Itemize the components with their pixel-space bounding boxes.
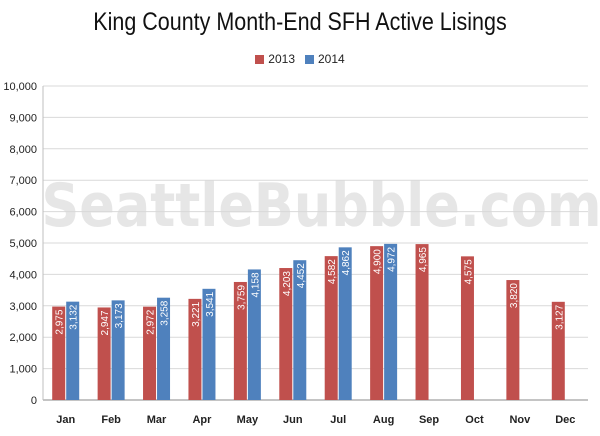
x-tick-label: Jul bbox=[330, 414, 346, 426]
y-tick-label: 7,000 bbox=[9, 175, 37, 187]
bar-2013-dec bbox=[551, 301, 565, 400]
x-tick-label: Jan bbox=[56, 414, 75, 426]
data-label: 4,972 bbox=[387, 246, 398, 271]
data-label: 4,862 bbox=[341, 250, 352, 275]
data-label: 2,972 bbox=[146, 309, 157, 334]
y-tick-label: 1,000 bbox=[9, 364, 37, 376]
watermark: SeattleBubble.com bbox=[42, 171, 600, 241]
x-tick-label: Feb bbox=[101, 414, 121, 426]
bar-2013-oct bbox=[460, 256, 474, 400]
data-label: 4,575 bbox=[463, 259, 474, 284]
x-tick-label: May bbox=[237, 414, 259, 426]
bar-2013-sep bbox=[415, 244, 429, 400]
legend-label-2013: 2013 bbox=[268, 52, 295, 66]
bar-2013-jun bbox=[279, 268, 293, 400]
data-label: 3,173 bbox=[114, 303, 125, 328]
data-label: 3,541 bbox=[205, 291, 216, 316]
x-tick-label: Jun bbox=[283, 414, 303, 426]
legend: 2013 2014 bbox=[0, 52, 600, 66]
bar-2013-jan bbox=[52, 306, 66, 400]
data-label: 4,203 bbox=[282, 271, 293, 296]
bar-2014-jan bbox=[66, 301, 80, 400]
x-tick-label: Mar bbox=[147, 414, 167, 426]
y-tick-label: 9,000 bbox=[9, 112, 37, 124]
bar-2013-apr bbox=[188, 298, 202, 400]
bar-2013-aug bbox=[370, 246, 384, 400]
data-label: 2,975 bbox=[55, 309, 66, 334]
data-label: 4,158 bbox=[250, 272, 261, 297]
bar-2013-mar bbox=[143, 306, 157, 400]
data-label: 4,965 bbox=[418, 247, 429, 272]
bar-2013-may bbox=[233, 281, 247, 400]
x-tick-label: Nov bbox=[509, 414, 531, 426]
y-tick-label: 3,000 bbox=[9, 301, 37, 313]
bar-2013-nov bbox=[506, 280, 520, 400]
y-tick-label: 10,000 bbox=[3, 81, 37, 93]
data-label: 2,947 bbox=[100, 310, 111, 335]
data-label: 4,452 bbox=[296, 263, 307, 288]
data-label: 3,820 bbox=[509, 283, 520, 308]
bar-2013-jul bbox=[324, 256, 338, 400]
x-tick-label: Sep bbox=[419, 414, 439, 426]
data-label: 3,258 bbox=[160, 300, 171, 325]
y-tick-label: 8,000 bbox=[9, 144, 37, 156]
data-label: 3,127 bbox=[554, 304, 565, 329]
bar-2014-jun bbox=[293, 260, 307, 400]
y-tick-label: 4,000 bbox=[9, 269, 37, 281]
x-tick-label: Oct bbox=[465, 414, 484, 426]
data-label: 3,132 bbox=[69, 304, 80, 329]
bar-2014-feb bbox=[111, 300, 125, 400]
y-tick-label: 5,000 bbox=[9, 238, 37, 250]
data-label: 3,221 bbox=[191, 301, 202, 326]
x-tick-label: Apr bbox=[192, 414, 212, 426]
y-tick-label: 2,000 bbox=[9, 332, 37, 344]
y-tick-label: 0 bbox=[31, 395, 37, 407]
data-label: 3,759 bbox=[236, 285, 247, 310]
legend-swatch-2014 bbox=[305, 54, 314, 64]
bar-2014-mar bbox=[157, 297, 171, 400]
x-tick-label: Aug bbox=[373, 414, 394, 426]
legend-label-2014: 2014 bbox=[318, 52, 345, 66]
bar-2014-may bbox=[247, 269, 261, 400]
y-tick-label: 6,000 bbox=[9, 207, 37, 219]
legend-item-2014: 2014 bbox=[305, 52, 345, 66]
bar-2013-feb bbox=[97, 307, 111, 400]
legend-swatch-2013 bbox=[255, 54, 265, 64]
data-label: 4,900 bbox=[373, 249, 384, 274]
bar-2014-jul bbox=[338, 247, 352, 400]
x-tick-label: Dec bbox=[555, 414, 575, 426]
chart-title: King County Month-End SFH Active Lisings bbox=[93, 8, 507, 36]
bar-2014-apr bbox=[202, 288, 216, 400]
bar-2014-aug bbox=[384, 243, 398, 400]
data-label: 4,582 bbox=[327, 259, 338, 284]
legend-item-2013: 2013 bbox=[255, 52, 295, 66]
